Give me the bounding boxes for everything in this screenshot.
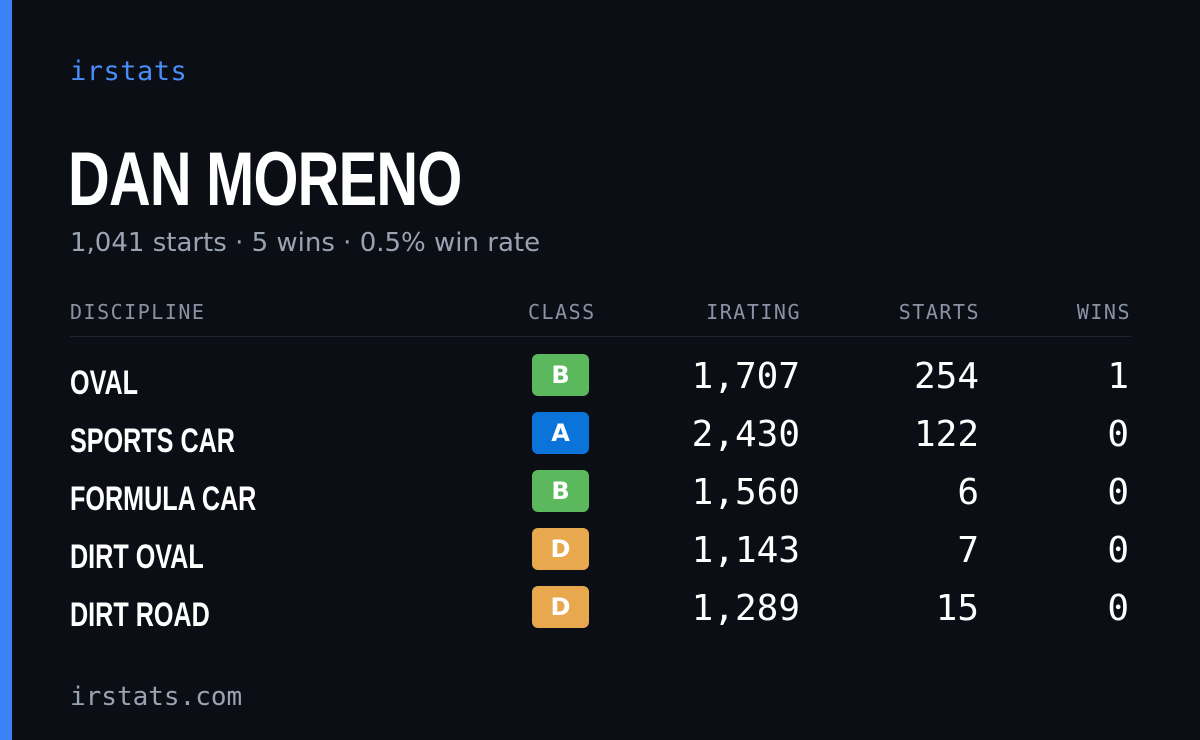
class-badge: B xyxy=(532,470,589,512)
irating-value: 1,143 xyxy=(691,530,800,571)
discipline-name: DIRT OVAL xyxy=(70,538,204,576)
wins-value: 0 xyxy=(1107,530,1129,571)
wins-value: 0 xyxy=(1107,472,1129,513)
table-row: DIRT OVAL D 1,143 7 0 xyxy=(70,528,1131,586)
starts-value: 122 xyxy=(913,414,979,455)
table-header: DISCIPLINE CLASS IRATING STARTS WINS xyxy=(70,296,1131,337)
starts-value: 6 xyxy=(957,472,979,513)
class-badge: D xyxy=(532,586,589,628)
class-badge: A xyxy=(532,412,589,454)
footer-url[interactable]: irstats.com xyxy=(70,682,243,712)
player-name: DAN MORENO xyxy=(68,137,462,222)
column-header-discipline: DISCIPLINE xyxy=(70,300,206,324)
brand-logo[interactable]: irstats xyxy=(70,56,188,87)
discipline-name: DIRT ROAD xyxy=(70,596,210,634)
discipline-name: SPORTS CAR xyxy=(70,422,235,460)
table-row: SPORTS CAR A 2,430 122 0 xyxy=(70,412,1131,470)
irating-value: 1,560 xyxy=(691,472,800,513)
player-summary: 1,041 starts · 5 wins · 0.5% win rate xyxy=(70,228,541,258)
wins-value: 0 xyxy=(1107,588,1129,629)
column-header-starts: STARTS xyxy=(898,300,980,324)
starts-value: 7 xyxy=(957,530,979,571)
column-header-wins: WINS xyxy=(1076,300,1131,324)
starts-value: 254 xyxy=(913,356,979,397)
class-badge: D xyxy=(532,528,589,570)
wins-value: 1 xyxy=(1107,356,1129,397)
irating-value: 2,430 xyxy=(691,414,800,455)
discipline-name: OVAL xyxy=(70,364,139,402)
table-row: OVAL B 1,707 254 1 xyxy=(70,354,1131,412)
column-header-class: CLASS xyxy=(528,300,596,324)
discipline-name: FORMULA CAR xyxy=(70,480,257,518)
table-row: DIRT ROAD D 1,289 15 0 xyxy=(70,586,1131,644)
accent-bar xyxy=(0,0,12,740)
starts-value: 15 xyxy=(935,588,979,629)
column-header-irating: IRATING xyxy=(706,300,801,324)
stats-table: DISCIPLINE CLASS IRATING STARTS WINS OVA… xyxy=(70,296,1131,634)
table-row: FORMULA CAR B 1,560 6 0 xyxy=(70,470,1131,528)
class-badge: B xyxy=(532,354,589,396)
irating-value: 1,289 xyxy=(691,588,800,629)
wins-value: 0 xyxy=(1107,414,1129,455)
irating-value: 1,707 xyxy=(691,356,800,397)
